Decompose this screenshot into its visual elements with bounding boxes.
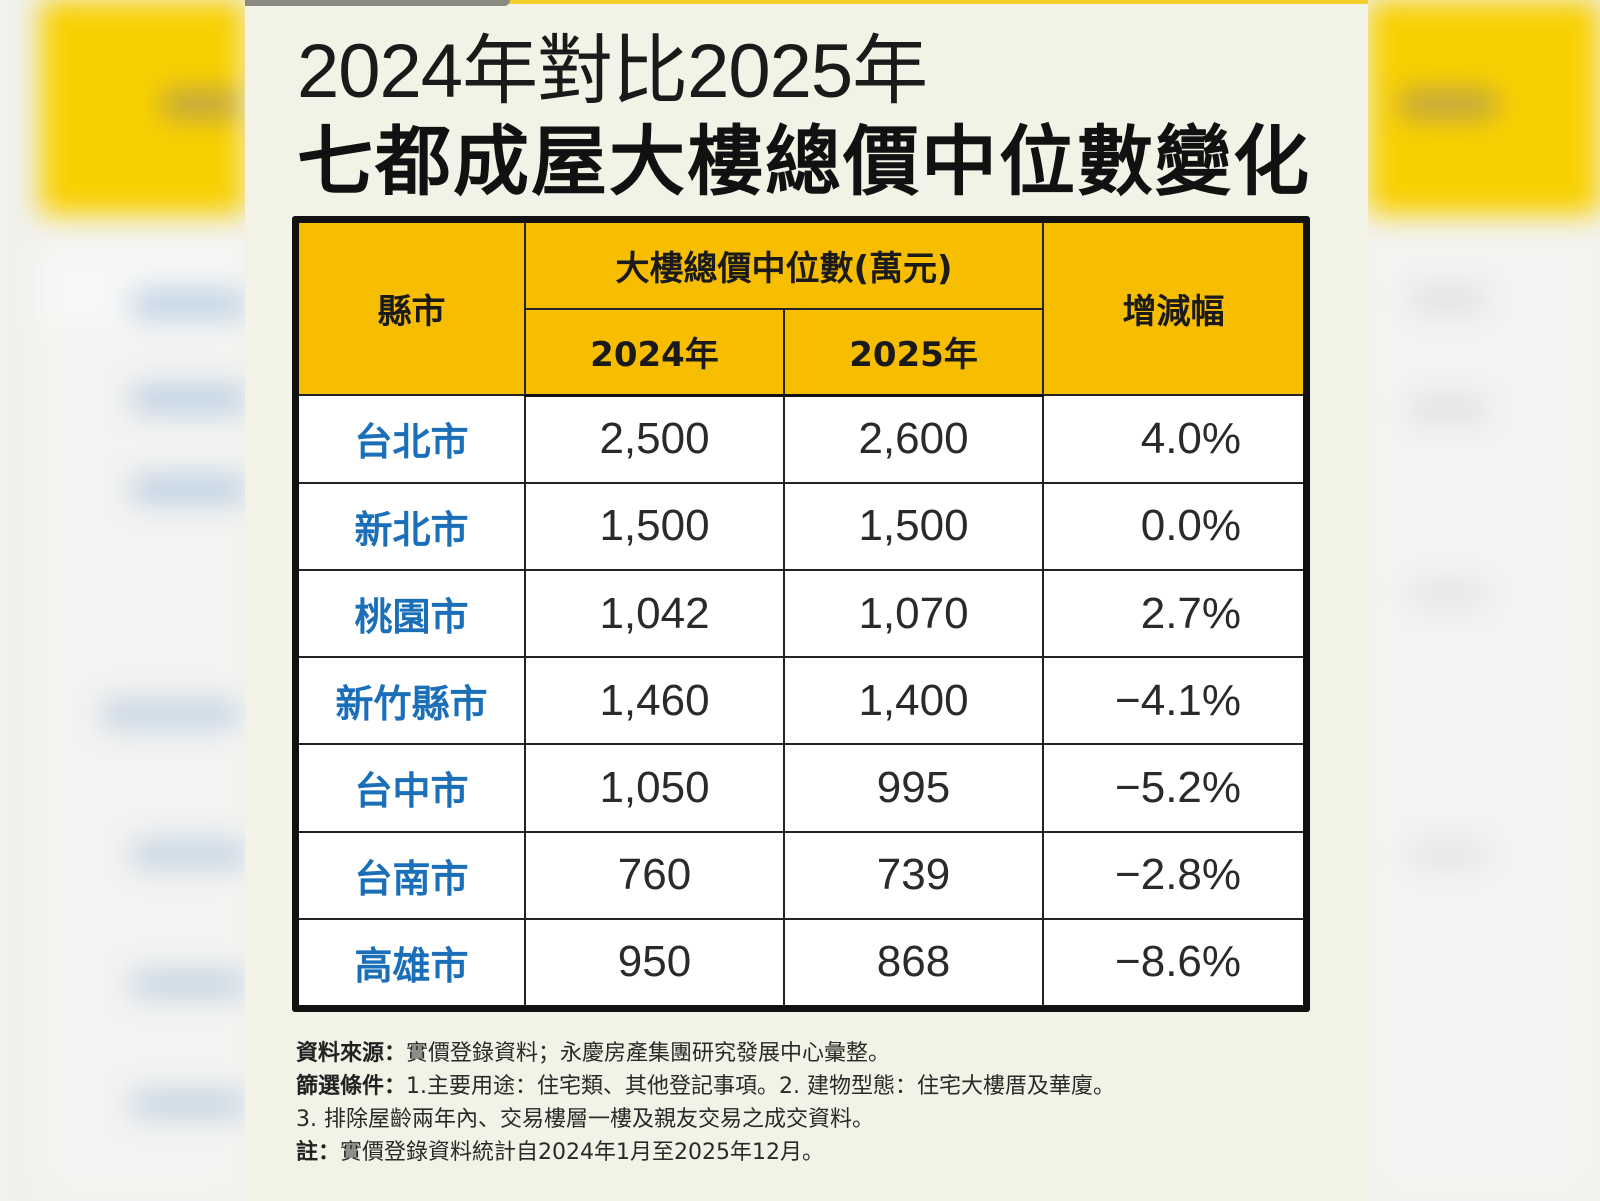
change-cell: 4.0% <box>1042 394 1304 484</box>
table-row: 台北市 2,500 2,600 4.0% <box>299 394 1304 484</box>
value-2024-cell: 950 <box>524 917 785 1005</box>
blurred-background-left <box>0 0 245 1201</box>
source-note: 資料來源：實價登錄資料；永慶房產集團研究發展中心彙整。 <box>296 1041 891 1066</box>
table-row: 新竹縣市 1,460 1,400 −4.1% <box>299 656 1304 746</box>
table-row: 台南市 760 739 −2.8% <box>299 830 1304 920</box>
value-2024-cell: 1,042 <box>524 568 785 659</box>
header-change: 增減幅 <box>1042 223 1304 396</box>
value-2024-cell: 1,050 <box>524 743 785 833</box>
filter-note-2: 3. 排除屋齡兩年內、交易樓層一樓及親友交易之成交資料。 <box>296 1107 874 1132</box>
value-2025-cell: 2,600 <box>782 394 1045 484</box>
city-cell: 高雄市 <box>299 917 526 1005</box>
value-2025-cell: 1,070 <box>782 568 1045 659</box>
city-cell: 新竹縣市 <box>299 656 526 746</box>
header-2025: 2025年 <box>782 308 1044 397</box>
header-median-price: 大樓總價中位數(萬元) <box>523 223 1045 310</box>
table-row: 桃園市 1,042 1,070 2.7% <box>299 568 1304 659</box>
change-cell: −8.6% <box>1042 917 1304 1005</box>
city-cell: 新北市 <box>299 481 526 571</box>
city-cell: 台中市 <box>299 743 526 833</box>
filter-note: 篩選條件：1.主要用途：住宅類、其他登記事項。2. 建物型態：住宅大樓厝及華廈。 <box>296 1074 1115 1099</box>
value-2024-cell: 760 <box>524 830 785 920</box>
value-2025-cell: 995 <box>782 743 1045 833</box>
city-cell: 桃園市 <box>299 568 526 659</box>
change-cell: −2.8% <box>1042 830 1304 920</box>
table-row: 高雄市 950 868 −8.6% <box>299 917 1304 1005</box>
title-comparison-years: 2024年對比2025年 <box>297 29 928 114</box>
city-cell: 台北市 <box>299 394 526 484</box>
blurred-background-right <box>1368 0 1600 1201</box>
value-2024-cell: 1,500 <box>524 481 785 571</box>
value-2025-cell: 1,500 <box>782 481 1045 571</box>
table-row: 新北市 1,500 1,500 0.0% <box>299 481 1304 571</box>
footnotes: 資料來源：實價登錄資料；永慶房產集團研究發展中心彙整。 篩選條件：1.主要用途：… <box>296 1037 1356 1169</box>
value-2025-cell: 739 <box>782 830 1045 920</box>
header-city: 縣市 <box>299 223 526 396</box>
top-tab-shadow <box>245 0 510 6</box>
median-price-table: 縣市 大樓總價中位數(萬元) 增減幅 2024年 2025年 台北市 2,500… <box>292 216 1310 1012</box>
change-cell: 2.7% <box>1042 568 1304 659</box>
city-cell: 台南市 <box>299 830 526 920</box>
top-accent-bar <box>245 0 1368 4</box>
change-cell: 0.0% <box>1042 481 1304 571</box>
value-2024-cell: 1,460 <box>524 656 785 746</box>
change-cell: −5.2% <box>1042 743 1304 833</box>
value-2024-cell: 2,500 <box>524 394 785 484</box>
value-2025-cell: 1,400 <box>782 656 1045 746</box>
header-2024: 2024年 <box>525 308 785 397</box>
value-2025-cell: 868 <box>782 917 1045 1005</box>
title-main: 七都成屋大樓總價中位數變化 <box>297 117 1311 206</box>
change-cell: −4.1% <box>1042 656 1304 746</box>
table-row: 台中市 1,050 995 −5.2% <box>299 743 1304 833</box>
period-note: 註：實價登錄資料統計自2024年1月至2025年12月。 <box>296 1140 824 1165</box>
